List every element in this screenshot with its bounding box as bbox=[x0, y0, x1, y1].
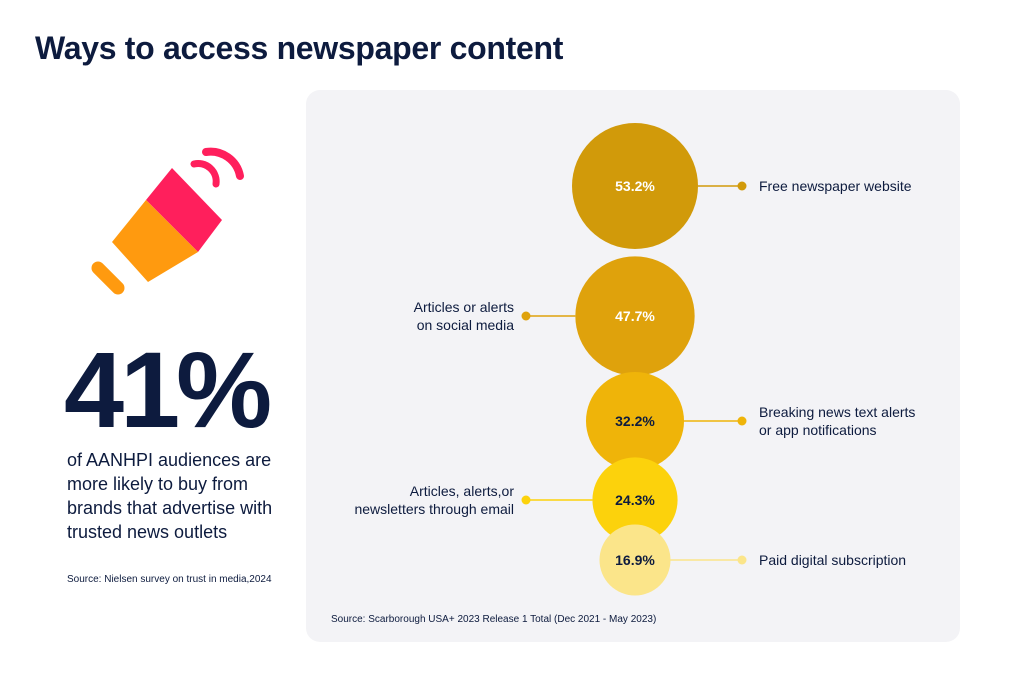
connector-dot bbox=[737, 416, 747, 426]
category-label-line: Articles or alerts bbox=[414, 299, 514, 315]
stat-description: of AANHPI audiences are more likely to b… bbox=[67, 450, 273, 542]
category-label-line: on social media bbox=[417, 317, 514, 333]
megaphone-icon bbox=[91, 147, 244, 295]
left-source-note: Source: Nielsen survey on trust in media… bbox=[67, 574, 272, 585]
bubble-chart: 53.2% Free newspaper website 47.7% Articles… bbox=[354, 123, 915, 596]
category-label: Breaking news text alerts or app notifica… bbox=[759, 404, 915, 438]
connector-dot bbox=[737, 555, 747, 565]
category-label-line: Breaking news text alerts bbox=[759, 404, 915, 420]
bubble bbox=[599, 524, 671, 596]
bubble-value-label: 16.9% bbox=[615, 552, 655, 568]
category-label-line: Articles, alerts,or bbox=[410, 483, 515, 499]
bubble bbox=[572, 123, 698, 249]
category-label: Articles or alerts on social media bbox=[414, 299, 515, 333]
category-label-line: Paid digital subscription bbox=[759, 552, 906, 568]
category-label: Free newspaper website bbox=[759, 178, 912, 194]
connector-dot bbox=[521, 495, 531, 505]
category-label-line: Free newspaper website bbox=[759, 178, 912, 194]
connector-dot bbox=[521, 311, 531, 321]
bubble bbox=[585, 371, 685, 471]
category-label: Articles, alerts,or newsletters through e… bbox=[354, 483, 514, 517]
bubble-value-label: 32.2% bbox=[615, 413, 655, 429]
bubble-value-label: 47.7% bbox=[615, 308, 655, 324]
category-label: Paid digital subscription bbox=[759, 552, 906, 568]
category-label-line: newsletters through email bbox=[354, 501, 514, 517]
category-label-line: or app notifications bbox=[759, 422, 877, 438]
page-title: Ways to access newspaper content bbox=[35, 30, 564, 66]
bubble bbox=[592, 457, 678, 543]
bubble bbox=[575, 256, 695, 376]
chart-source-note: Source: Scarborough USA+ 2023 Release 1 … bbox=[331, 614, 657, 625]
bubble-value-label: 24.3% bbox=[615, 492, 655, 508]
connector-dot bbox=[737, 181, 747, 191]
bubble-value-label: 53.2% bbox=[615, 178, 655, 194]
headline-stat: 41% bbox=[64, 329, 272, 450]
chart-panel: 53.2% Free newspaper website 47.7% Articles… bbox=[306, 90, 960, 642]
